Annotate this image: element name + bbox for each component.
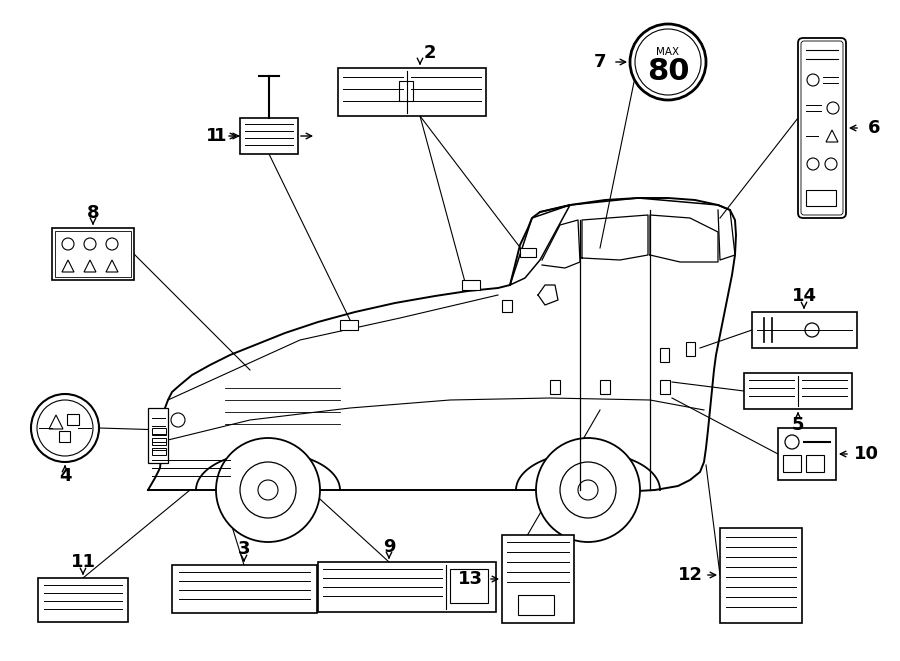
- Bar: [720, 528, 802, 623]
- Bar: [318, 562, 496, 612]
- Bar: [172, 565, 317, 613]
- Circle shape: [578, 480, 598, 500]
- Bar: [55, 231, 131, 277]
- Circle shape: [635, 29, 701, 95]
- Bar: [518, 595, 554, 615]
- Bar: [59, 431, 70, 442]
- Bar: [783, 455, 801, 472]
- Text: 14: 14: [791, 287, 816, 305]
- Text: 11: 11: [70, 553, 95, 571]
- Circle shape: [785, 435, 799, 449]
- Bar: [340, 320, 358, 330]
- Bar: [148, 408, 168, 463]
- Text: 5: 5: [792, 416, 805, 434]
- Circle shape: [171, 413, 185, 427]
- FancyBboxPatch shape: [798, 38, 846, 218]
- Bar: [462, 280, 480, 290]
- Circle shape: [805, 323, 819, 337]
- Text: 12: 12: [678, 566, 703, 584]
- Circle shape: [240, 462, 296, 518]
- Circle shape: [560, 462, 616, 518]
- Bar: [550, 380, 560, 394]
- Circle shape: [84, 238, 96, 250]
- Text: 13: 13: [457, 570, 482, 588]
- Bar: [744, 373, 852, 409]
- Text: 10: 10: [853, 445, 878, 463]
- Bar: [520, 248, 536, 257]
- Text: 1: 1: [206, 127, 218, 145]
- Circle shape: [807, 74, 819, 86]
- Bar: [338, 68, 486, 116]
- Text: 3: 3: [238, 540, 250, 558]
- Bar: [450, 569, 488, 603]
- Text: 9: 9: [382, 538, 395, 556]
- Text: 6: 6: [868, 119, 880, 137]
- Bar: [502, 535, 574, 623]
- Circle shape: [827, 102, 839, 114]
- Bar: [67, 414, 79, 425]
- FancyBboxPatch shape: [801, 41, 843, 215]
- Bar: [686, 342, 695, 356]
- Bar: [52, 228, 134, 280]
- Bar: [152, 428, 166, 435]
- Circle shape: [106, 238, 118, 250]
- Circle shape: [62, 238, 74, 250]
- Bar: [152, 448, 166, 455]
- Circle shape: [825, 158, 837, 170]
- Circle shape: [37, 400, 93, 456]
- Bar: [752, 312, 857, 348]
- Bar: [38, 578, 128, 622]
- Circle shape: [258, 480, 278, 500]
- Bar: [240, 118, 298, 154]
- Text: 7: 7: [594, 53, 607, 71]
- Text: 4: 4: [58, 467, 71, 485]
- Bar: [660, 348, 669, 362]
- Bar: [806, 190, 836, 206]
- Circle shape: [807, 158, 819, 170]
- Circle shape: [31, 394, 99, 462]
- Bar: [399, 81, 413, 101]
- Bar: [152, 438, 166, 445]
- Text: MAX: MAX: [656, 47, 680, 57]
- Bar: [806, 455, 824, 472]
- Circle shape: [536, 438, 640, 542]
- Bar: [600, 380, 610, 394]
- Text: 1: 1: [213, 127, 226, 145]
- Text: 8: 8: [86, 204, 99, 222]
- Text: 80: 80: [647, 56, 689, 85]
- Bar: [778, 428, 836, 480]
- Text: 2: 2: [424, 44, 436, 62]
- Circle shape: [216, 438, 320, 542]
- Bar: [660, 380, 670, 394]
- Bar: [502, 300, 512, 312]
- Circle shape: [630, 24, 706, 100]
